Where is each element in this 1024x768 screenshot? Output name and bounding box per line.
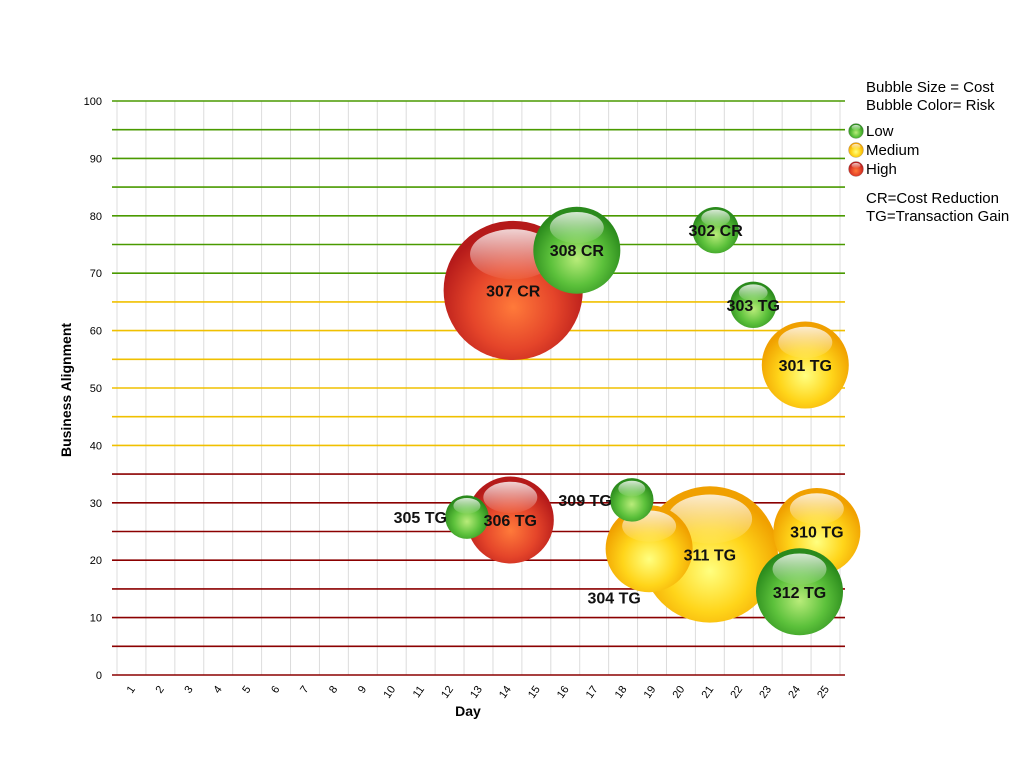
y-tick-label: 60 [90, 326, 102, 338]
x-tick-label: 23 [757, 684, 774, 701]
bubble-label: 311 TG [684, 547, 736, 564]
legend-risk-item: High [848, 161, 897, 178]
legend-abbrev-tg: TG=Transaction Gain [866, 208, 1009, 225]
bubble-label: 303 TG [727, 298, 780, 315]
x-tick-label: 9 [356, 684, 369, 696]
bubble-label: 312 TG [773, 585, 826, 602]
bubble [761, 321, 849, 409]
x-tick-label: 1 [125, 684, 138, 696]
x-tick-label: 17 [584, 684, 601, 701]
bubble-highlight [772, 553, 827, 585]
y-tick-label: 90 [90, 153, 102, 165]
x-tick-label: 3 [182, 684, 195, 696]
legend-risk-label: Low [866, 123, 894, 140]
bubble-highlight [738, 284, 768, 302]
x-tick-label: 2 [153, 684, 166, 696]
x-tick-label: 6 [269, 684, 282, 696]
legend-risk-label: Medium [866, 142, 919, 159]
legend-size-note: Bubble Size = Cost [866, 79, 995, 96]
bubble-highlight [789, 493, 844, 525]
legend-swatch-highlight [851, 143, 861, 150]
bubble-label: 304 TG [587, 591, 640, 608]
x-tick-label: 12 [439, 684, 456, 701]
bubble-label: 306 TG [484, 513, 537, 530]
bubble-label: 310 TG [790, 525, 843, 542]
bubble-highlight [701, 209, 731, 227]
bubble-label: 308 CR [550, 243, 605, 260]
bubble-label: 301 TG [779, 358, 832, 375]
x-axis-title: Day [455, 703, 481, 719]
bubble-label: 302 CR [689, 223, 744, 240]
bubble [692, 206, 739, 254]
y-tick-label: 70 [90, 268, 102, 280]
x-tick-label: 15 [526, 684, 543, 701]
legend-risk-list: Low Medium High [848, 123, 919, 178]
x-tick-label: 19 [642, 684, 659, 701]
bubble [533, 206, 621, 294]
legend: Bubble Size = Cost Bubble Color= Risk Lo… [848, 79, 1009, 225]
bubble-label: 309 TG [558, 493, 611, 510]
x-tick-label: 21 [699, 684, 716, 701]
bubble [756, 548, 844, 636]
x-tick-label: 14 [497, 684, 514, 701]
x-tick-label: 8 [327, 684, 340, 696]
bubble [610, 478, 654, 522]
bubble [445, 495, 489, 539]
x-tick-label: 20 [671, 684, 688, 701]
bubble-label: 305 TG [394, 510, 447, 527]
y-tick-label: 20 [90, 555, 102, 567]
x-tick-label: 24 [786, 684, 803, 701]
legend-risk-label: High [866, 161, 897, 178]
y-tick-label: 10 [90, 613, 102, 625]
x-tick-label: 16 [555, 684, 572, 701]
bubble [730, 281, 777, 328]
legend-risk-item: Low [848, 123, 894, 140]
x-tick-label: 10 [381, 684, 398, 701]
legend-swatch-highlight [851, 124, 861, 131]
bubble [605, 505, 693, 593]
legend-color-note: Bubble Color= Risk [866, 97, 995, 114]
x-tick-label: 25 [815, 684, 832, 701]
y-tick-label: 30 [90, 498, 102, 510]
y-axis-title: Business Alignment [58, 323, 74, 457]
x-tick-label: 18 [613, 684, 630, 701]
bubble-highlight [453, 498, 481, 514]
y-tick-label: 100 [84, 96, 102, 108]
bubble-highlight [618, 480, 646, 497]
bubble-highlight [549, 211, 604, 244]
x-tick-label: 4 [211, 684, 224, 696]
bubble-highlight [778, 326, 833, 359]
bubble-highlight [483, 481, 538, 514]
legend-abbrev-cr: CR=Cost Reduction [866, 190, 999, 207]
x-tick-label: 13 [468, 684, 485, 701]
legend-risk-item: Medium [848, 142, 919, 159]
bubble-label: 307 CR [486, 283, 541, 300]
y-tick-label: 80 [90, 211, 102, 223]
y-tick-label: 40 [90, 440, 102, 452]
legend-swatch-highlight [851, 162, 861, 169]
x-tick-label: 7 [298, 684, 311, 696]
bubble [466, 476, 554, 564]
y-tick-label: 50 [90, 383, 102, 395]
x-tick-label: 22 [728, 684, 745, 701]
bubbles: 301 TG 302 CR 303 TG 304 TG 305 TG 306 TG 307 … [394, 206, 861, 636]
y-tick-label: 0 [96, 670, 102, 682]
x-tick-label: 11 [411, 684, 427, 700]
x-tick-label: 5 [240, 684, 253, 696]
